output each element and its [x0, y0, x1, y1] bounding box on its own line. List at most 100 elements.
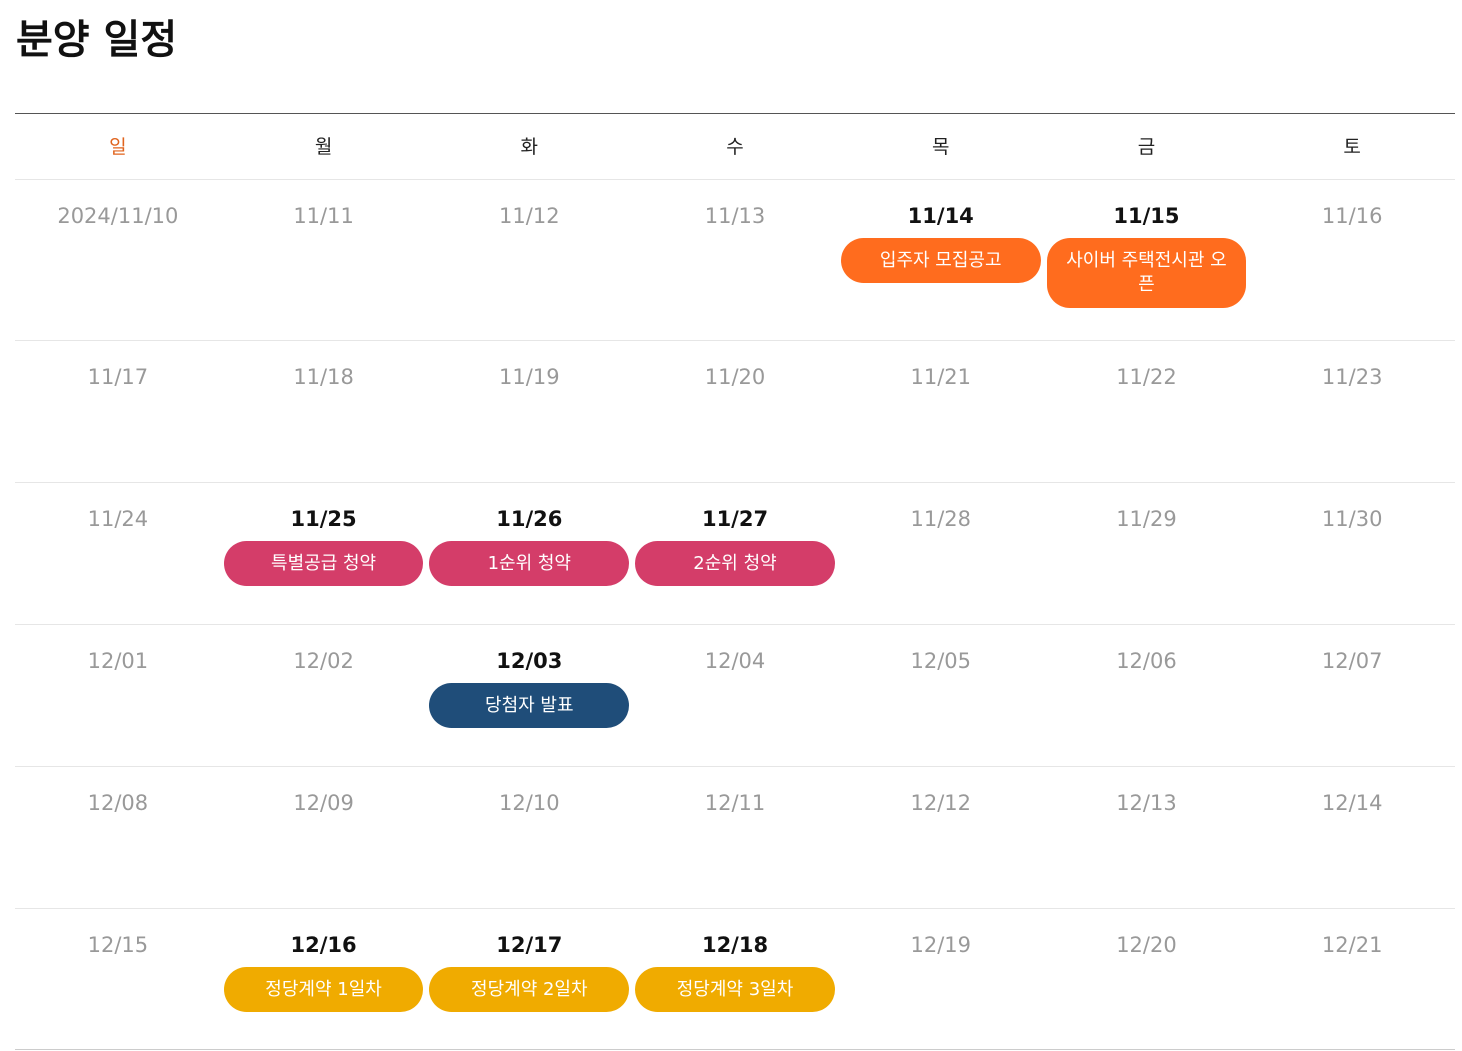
day-cell: 11/21: [838, 341, 1044, 482]
event-first-priority[interactable]: 1순위 청약: [429, 541, 630, 586]
weekday-header: 일 월 화 수 목 금 토: [15, 114, 1455, 180]
day-date: 12/13: [1116, 791, 1177, 815]
day-date: 11/11: [293, 204, 354, 228]
day-cell-with-event: 11/14 입주자 모집공고: [838, 180, 1044, 340]
week-row: 12/08 12/09 12/10 12/11 12/12 12/13 12/1…: [15, 767, 1455, 909]
event-contract-day-1[interactable]: 정당계약 1일차: [223, 967, 424, 1012]
week-row: 12/01 12/02 12/03 당첨자 발표 12/04 12/05 12/…: [15, 625, 1455, 767]
day-cell: 11/29: [1044, 483, 1250, 624]
day-date: 12/16: [290, 933, 357, 957]
day-date: 12/07: [1321, 649, 1383, 673]
day-cell: 12/12: [838, 767, 1044, 908]
day-cell: 11/20: [632, 341, 838, 482]
day-cell: 11/24: [15, 483, 221, 624]
day-cell: 11/19: [426, 341, 632, 482]
day-date: 11/29: [1116, 507, 1177, 531]
day-date: 11/25: [290, 507, 357, 531]
day-cell: 11/17: [15, 341, 221, 482]
day-cell: 12/06: [1044, 625, 1250, 766]
day-date: 12/02: [293, 649, 354, 673]
day-cell: 12/07: [1249, 625, 1455, 766]
weekday-friday: 금: [1137, 136, 1156, 158]
day-cell-with-event: 12/03 당첨자 발표: [426, 625, 632, 766]
weekday-monday: 월: [314, 136, 333, 158]
event-second-priority[interactable]: 2순위 청약: [635, 541, 835, 586]
day-cell: 12/20: [1044, 909, 1250, 1049]
day-cell: 12/21: [1249, 909, 1455, 1049]
week-row: 11/17 11/18 11/19 11/20 11/21 11/22 11/2…: [15, 341, 1455, 483]
day-date: 12/19: [910, 933, 971, 957]
day-date: 12/12: [910, 791, 971, 815]
weekday-thursday: 목: [931, 136, 950, 158]
day-date: 11/13: [704, 204, 766, 228]
day-cell: 11/23: [1249, 341, 1455, 482]
day-cell: 11/11: [221, 180, 427, 340]
day-date: 12/21: [1321, 933, 1383, 957]
event-recruitment-notice[interactable]: 입주자 모집공고: [840, 238, 1041, 283]
day-cell: 11/12: [426, 180, 632, 340]
day-cell: 12/11: [632, 767, 838, 908]
weekday-wednesday: 수: [726, 136, 744, 158]
day-cell-with-event: 11/26 1순위 청약: [426, 483, 632, 624]
day-cell-with-event: 12/18 정당계약 3일차: [632, 909, 838, 1049]
day-date: 11/16: [1321, 204, 1383, 228]
event-winner-announcement[interactable]: 당첨자 발표: [429, 683, 630, 728]
day-date: 11/20: [704, 365, 766, 389]
week-row: 2024/11/10 11/11 11/12 11/13 11/14 입주자 모…: [15, 180, 1455, 341]
day-date: 11/24: [87, 507, 149, 531]
week-row: 12/15 12/16 정당계약 1일차 12/17 정당계약 2일차 12/1…: [15, 909, 1455, 1050]
day-date: 11/22: [1116, 365, 1177, 389]
day-cell: 2024/11/10: [15, 180, 221, 340]
day-cell: 12/05: [838, 625, 1044, 766]
day-date: 12/01: [87, 649, 149, 673]
day-date: 11/18: [293, 365, 354, 389]
day-date: 12/11: [704, 791, 766, 815]
day-date: 12/17: [496, 933, 563, 957]
event-contract-day-2[interactable]: 정당계약 2일차: [429, 967, 630, 1012]
day-date: 11/14: [907, 204, 974, 228]
day-date: 12/04: [704, 649, 766, 673]
weekday-saturday: 토: [1343, 136, 1361, 158]
day-date: 12/08: [87, 791, 149, 815]
day-cell-with-event: 11/15 사이버 주택전시관 오픈: [1044, 180, 1250, 340]
event-special-supply[interactable]: 특별공급 청약: [223, 541, 424, 586]
day-date: 11/26: [496, 507, 563, 531]
day-cell: 12/14: [1249, 767, 1455, 908]
day-date: 11/23: [1321, 365, 1383, 389]
day-cell: 11/28: [838, 483, 1044, 624]
day-date: 12/14: [1321, 791, 1383, 815]
day-date: 11/28: [910, 507, 971, 531]
day-date: 12/09: [293, 791, 354, 815]
day-cell: 12/04: [632, 625, 838, 766]
day-cell: 11/30: [1249, 483, 1455, 624]
day-date: 11/21: [910, 365, 971, 389]
weekday-sunday: 일: [109, 136, 127, 158]
page-title: 분양 일정: [16, 17, 178, 63]
day-cell: 12/10: [426, 767, 632, 908]
day-date: 12/03: [496, 649, 563, 673]
day-date: 12/18: [701, 933, 769, 957]
day-date: 11/19: [499, 365, 560, 389]
day-cell-with-event: 11/27 2순위 청약: [632, 483, 838, 624]
day-cell: 12/19: [838, 909, 1044, 1049]
day-date: 2024/11/10: [57, 204, 179, 228]
event-contract-day-3[interactable]: 정당계약 3일차: [635, 967, 835, 1012]
day-date: 12/06: [1116, 649, 1177, 673]
day-cell-with-event: 12/17 정당계약 2일차: [426, 909, 632, 1049]
day-cell: 12/08: [15, 767, 221, 908]
day-date: 11/12: [499, 204, 560, 228]
day-cell: 11/16: [1249, 180, 1455, 340]
day-cell: 12/15: [15, 909, 221, 1049]
day-cell: 11/13: [632, 180, 838, 340]
day-date: 12/05: [910, 649, 971, 673]
day-cell: 11/18: [221, 341, 427, 482]
event-cyber-model-house[interactable]: 사이버 주택전시관 오픈: [1046, 238, 1247, 308]
day-date: 11/27: [701, 507, 769, 531]
day-date: 11/15: [1113, 204, 1180, 228]
day-cell-with-event: 11/25 특별공급 청약: [221, 483, 427, 624]
day-cell: 12/02: [221, 625, 427, 766]
day-date: 11/30: [1321, 507, 1383, 531]
day-date: 12/15: [87, 933, 149, 957]
day-date: 11/17: [87, 365, 149, 389]
schedule-calendar: 일 월 화 수 목 금 토 2024/11/10 11/11 11/12 11/…: [15, 113, 1455, 1050]
